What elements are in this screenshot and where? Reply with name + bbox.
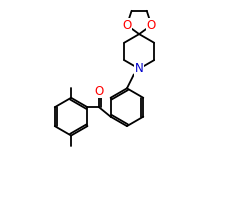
Text: N: N xyxy=(135,62,144,75)
Text: O: O xyxy=(94,85,104,98)
Text: O: O xyxy=(147,19,156,32)
Text: O: O xyxy=(122,19,132,32)
